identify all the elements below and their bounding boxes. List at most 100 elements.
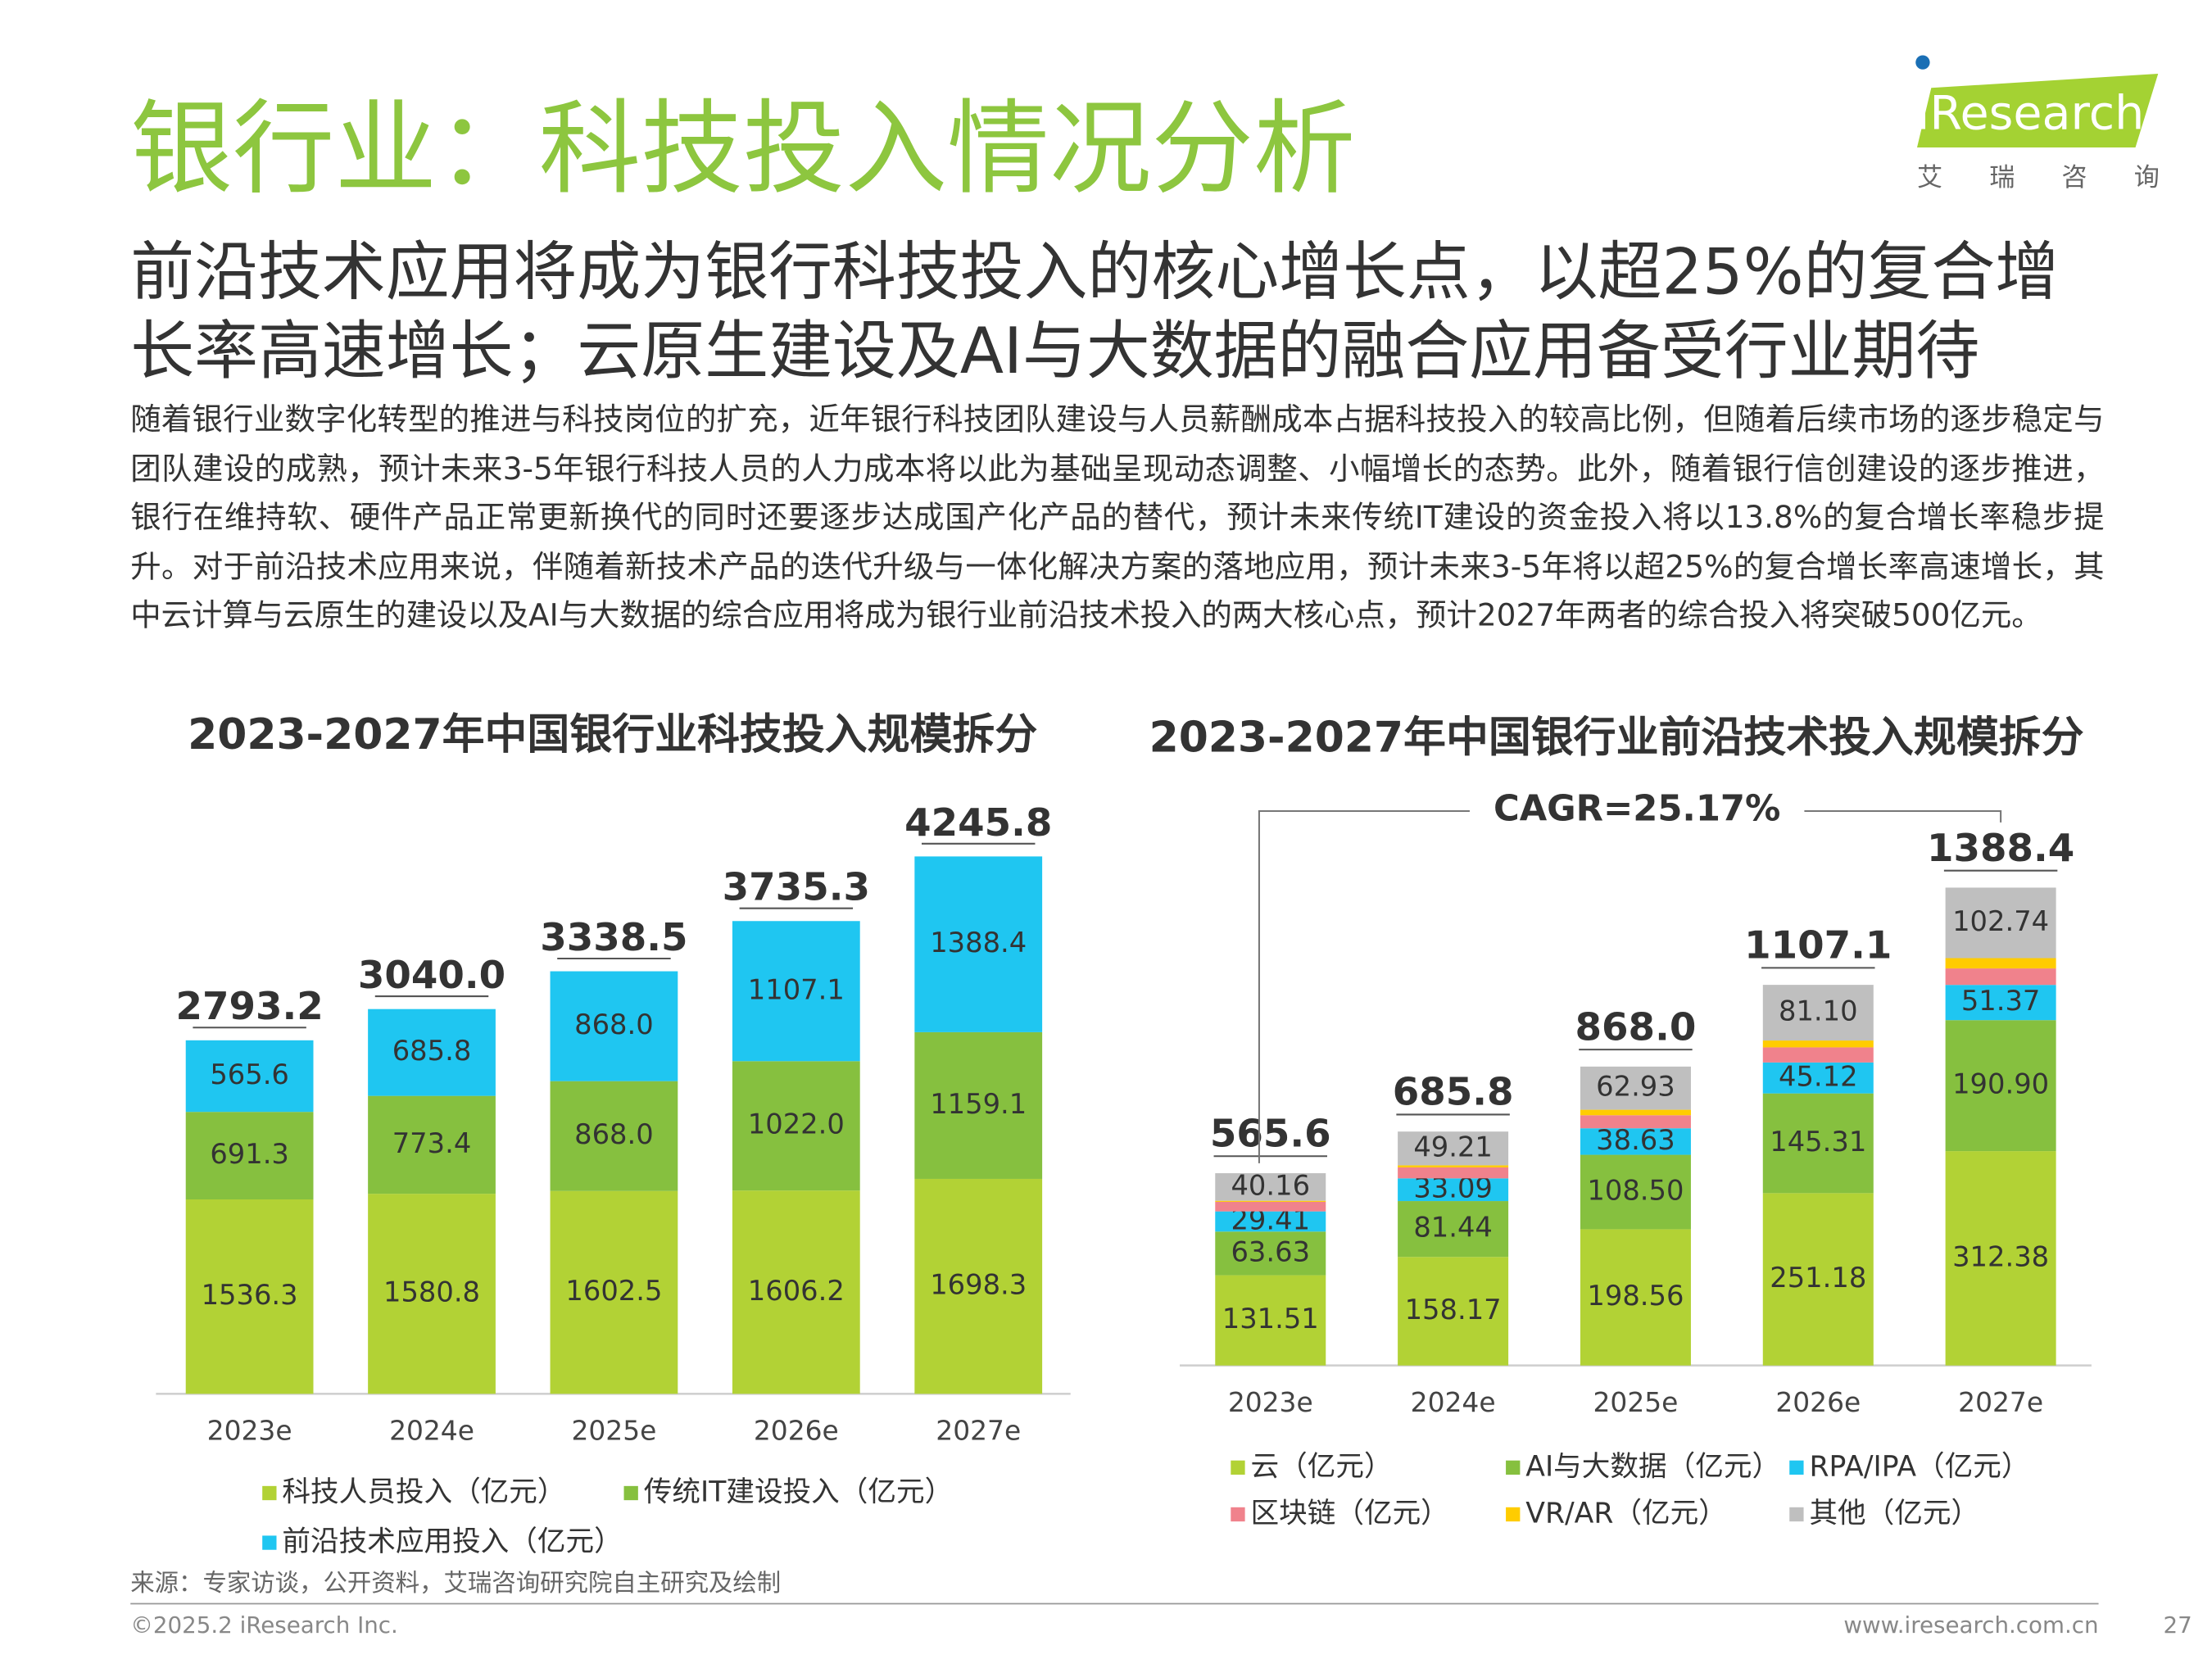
bar-segment (368, 1095, 496, 1194)
copyright: ©2025.2 iResearch Inc. (130, 1611, 398, 1639)
bar-segment (1215, 1275, 1326, 1366)
bar-segment (1580, 1128, 1691, 1155)
x-tick-label: 2023e (1228, 1386, 1313, 1418)
total-label: 1107.1 (1744, 924, 1892, 968)
bar-segment (185, 1199, 314, 1394)
value-label: 63.63 (1231, 1235, 1310, 1267)
annotation-bracket (1258, 809, 1470, 1163)
bar-segment (550, 1190, 678, 1394)
value-label: 51.37 (1961, 985, 2041, 1017)
annotation: CAGR=25.17% (1494, 788, 1780, 829)
total-label: 2793.2 (175, 985, 323, 1029)
bar-segment (1398, 1178, 1509, 1202)
x-tick-label: 2023e (207, 1415, 292, 1447)
total-label: 685.8 (1393, 1071, 1514, 1115)
value-label: 62.93 (1596, 1071, 1675, 1103)
bar-segment (550, 1081, 678, 1191)
bar-segment (1215, 1173, 1326, 1201)
bar-segment (914, 856, 1043, 1032)
bar-segment (1945, 958, 2056, 969)
bar-segment (1215, 1201, 1326, 1212)
bar-segment (1945, 968, 2056, 986)
x-tick-label: 2024e (1411, 1386, 1496, 1418)
value-label: 108.50 (1587, 1174, 1684, 1206)
body-text: 随着银行业数字化转型的推进与科技岗位的扩充，近年银行科技团队建设与人员薪酬成本占… (130, 402, 2105, 634)
bar-segment (550, 971, 678, 1081)
bar-segment (1580, 1154, 1691, 1230)
legend-label: 前沿技术应用投入（亿元） (282, 1525, 622, 1558)
legend-swatch (1231, 1507, 1245, 1522)
bar-segment (1762, 1040, 1874, 1048)
bar-segment (1580, 1229, 1691, 1366)
value-label: 131.51 (1222, 1303, 1319, 1335)
legend-swatch (1789, 1507, 1804, 1522)
bar-segment (1945, 985, 2056, 1021)
value-label: 1698.3 (930, 1269, 1027, 1301)
bar-segment (185, 1112, 314, 1199)
value-label: 1536.3 (202, 1279, 298, 1311)
chart-title: 2023-2027年中国银行业科技投入规模拆分 (188, 710, 1037, 759)
value-label: 1159.1 (930, 1088, 1027, 1120)
bar-segment (1215, 1211, 1326, 1232)
bar-segment (1580, 1115, 1691, 1129)
source: 来源：专家访谈，公开资料，艾瑞咨询研究院自主研究及绘制 (130, 1569, 781, 1597)
legend-swatch (262, 1535, 277, 1550)
value-label: 158.17 (1405, 1294, 1502, 1326)
value-label: 685.8 (392, 1035, 472, 1067)
legend-label: 云（亿元） (1251, 1450, 1393, 1483)
bar-segment (732, 1190, 860, 1394)
value-label: 45.12 (1779, 1060, 1858, 1092)
legend-label: 科技人员投入（亿元） (282, 1475, 565, 1508)
value-label: 190.90 (1952, 1068, 2049, 1100)
value-label: 1606.2 (748, 1275, 845, 1307)
value-label: 40.16 (1231, 1169, 1310, 1201)
value-label: 773.4 (392, 1127, 472, 1159)
x-tick-label: 2024e (389, 1415, 474, 1447)
page-number: 27 (2164, 1611, 2192, 1639)
value-label: 1107.1 (748, 973, 845, 1005)
x-tick-label: 2026e (1775, 1386, 1861, 1418)
bar-segment (1762, 985, 1874, 1041)
value-label: 81.10 (1779, 995, 1858, 1027)
bar-segment (1580, 1066, 1691, 1110)
x-tick-label: 2025e (1593, 1386, 1678, 1418)
value-label: 868.0 (574, 1118, 654, 1150)
value-label: 312.38 (1952, 1240, 2049, 1272)
value-label: 1388.4 (930, 927, 1027, 959)
legend-swatch (1789, 1460, 1804, 1475)
bar-segment (1398, 1201, 1509, 1258)
bar-segment (1398, 1165, 1509, 1167)
legend-swatch (1231, 1460, 1245, 1475)
bar-segment (1945, 887, 2056, 959)
legend-swatch (1506, 1507, 1521, 1522)
value-label: 1580.8 (383, 1276, 480, 1308)
legend-swatch (1506, 1460, 1521, 1475)
value-label: 102.74 (1952, 905, 2049, 937)
value-label: 868.0 (574, 1009, 654, 1040)
value-label: 38.63 (1596, 1124, 1675, 1156)
bar-segment (1762, 1062, 1874, 1094)
legend-swatch (623, 1485, 638, 1501)
bar-segment (1215, 1231, 1326, 1276)
bar-segment (1762, 1193, 1874, 1366)
bar-segment (1398, 1167, 1509, 1179)
x-tick-label: 2027e (936, 1415, 1021, 1447)
logo-chinese: 艾瑞咨询 (1917, 163, 2206, 193)
total-label: 565.6 (1210, 1113, 1331, 1157)
value-label: 1602.5 (565, 1275, 662, 1307)
bar-segment (732, 921, 860, 1062)
total-label: 868.0 (1575, 1005, 1697, 1049)
logo-dot (1915, 55, 1930, 70)
bar-segment (1945, 1020, 2056, 1152)
value-label: 49.21 (1413, 1131, 1493, 1163)
bar-segment (1398, 1131, 1509, 1166)
chart-title: 2023-2027年中国银行业前沿技术投入规模拆分 (1149, 713, 2084, 762)
x-tick-label: 2026e (754, 1415, 839, 1447)
bar-segment (1398, 1257, 1509, 1366)
value-label: 145.31 (1770, 1126, 1866, 1158)
legend-swatch (262, 1485, 277, 1501)
value-label: 565.6 (210, 1058, 289, 1090)
legend-label: AI与大数据（亿元） (1525, 1450, 1780, 1483)
annotation-bracket (1804, 809, 2002, 823)
